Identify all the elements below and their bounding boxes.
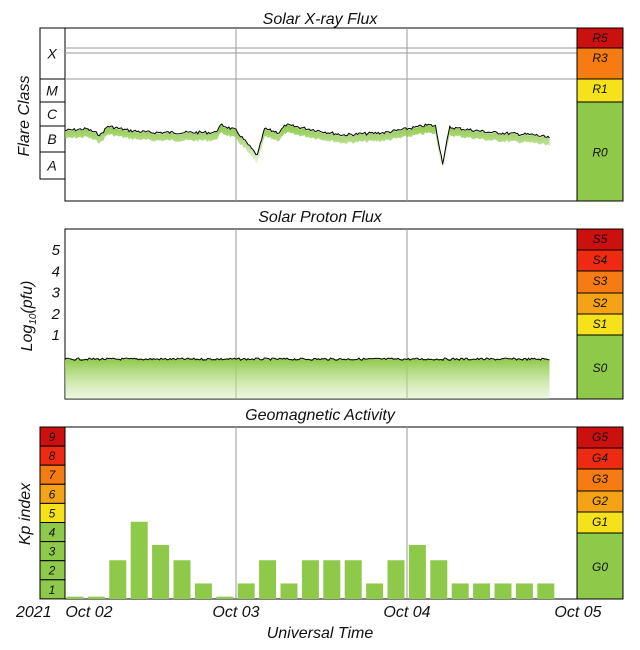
kp-bar <box>66 596 84 599</box>
x-tick-label: Oct 05 <box>554 604 601 621</box>
kp-level-label: 3 <box>49 545 56 559</box>
proton-title: Solar Proton Flux <box>258 209 383 226</box>
proton-flux-area <box>65 359 550 399</box>
kp-bar <box>194 583 212 599</box>
geomagnetic-storm-scale-label-g3: G3 <box>592 472 608 486</box>
kp-bar <box>430 560 448 599</box>
xray-class-box <box>39 27 66 180</box>
kp-bar <box>87 596 105 599</box>
geomagnetic-storm-scale-label-g1: G1 <box>592 515 608 529</box>
kp-level-label: 4 <box>49 526 56 540</box>
kp-bar <box>537 583 555 599</box>
geomagnetic-storm-scale-cell-g0 <box>576 532 624 600</box>
kp-bar <box>152 544 170 599</box>
kp-bar <box>494 583 512 599</box>
x-tick-label: Oct 02 <box>65 604 112 621</box>
kp-bar <box>344 560 362 599</box>
kp-bar <box>408 544 426 599</box>
xray-plot-frame <box>64 27 578 202</box>
x-tick-label: Oct 04 <box>383 604 430 621</box>
kp-bar <box>301 560 319 599</box>
proton-tick-label: 4 <box>52 263 60 280</box>
geomag-title: Geomagnetic Activity <box>245 407 396 424</box>
kp-bar <box>237 583 255 599</box>
radio-blackout-scale-label-r1: R1 <box>592 82 607 96</box>
flare-class-label: X <box>46 46 57 62</box>
x-tick-label: Oct 03 <box>212 604 259 621</box>
kp-bar <box>130 521 148 599</box>
radiation-storm-scale-label-s4: S4 <box>593 253 608 267</box>
flare-class-label: M <box>46 83 58 99</box>
kp-level-label: 6 <box>49 487 56 501</box>
kp-bar <box>387 560 405 599</box>
geomagnetic-storm-scale-label-g2: G2 <box>592 494 608 508</box>
kp-bar <box>216 596 234 599</box>
flare-class-label: B <box>47 131 56 147</box>
geomag-panel: Geomagnetic Activity Kp index 987654321 … <box>17 407 624 600</box>
kp-level-label: 8 <box>49 449 56 463</box>
radiation-storm-scale-cell-s0 <box>576 334 624 400</box>
xray-flux-area <box>65 125 550 173</box>
kp-bar <box>451 583 469 599</box>
x-year-label: 2021 <box>15 604 52 621</box>
radiation-storm-scale-label-s3: S3 <box>593 274 608 288</box>
proton-tick-label: 1 <box>52 327 60 344</box>
flare-class-label: A <box>46 158 56 174</box>
proton-ylabel-rest: (pfu) <box>19 281 36 314</box>
proton-tick-label: 2 <box>51 306 61 323</box>
radiation-storm-scale-label-s5: S5 <box>593 232 608 246</box>
time-axis: 2021 Oct 02 Oct 03 Oct 04 Oct 05 Universal … <box>15 604 602 642</box>
geomagnetic-storm-scale-label-g5: G5 <box>592 430 608 444</box>
proton-tick-label: 3 <box>52 285 61 302</box>
xray-flux-line <box>64 123 550 165</box>
kp-bar <box>109 560 127 599</box>
geomag-plot-frame <box>64 426 578 600</box>
proton-ylabel-main: Log <box>19 325 36 352</box>
kp-level-label: 9 <box>49 430 56 444</box>
proton-flux-line <box>64 357 550 362</box>
proton-ylabel-sub: 10 <box>28 313 39 325</box>
radiation-storm-scale-label-s0: S0 <box>593 361 608 375</box>
flare-class-label: C <box>47 106 58 122</box>
kp-level-label: 5 <box>49 506 56 520</box>
kp-level-label: 7 <box>49 468 57 482</box>
geomag-ylabel: Kp index <box>17 482 34 545</box>
proton-ylabel: Log10(pfu) <box>19 281 39 352</box>
kp-bar <box>259 560 277 599</box>
x-axis-title: Universal Time <box>267 625 374 642</box>
xray-ylabel: Flare Class <box>16 76 33 157</box>
radiation-storm-scale-label-s2: S2 <box>593 296 608 310</box>
kp-bar <box>515 583 533 599</box>
radio-blackout-scale-label-r0: R0 <box>592 146 608 160</box>
kp-bar <box>173 560 191 599</box>
kp-bar <box>280 583 298 599</box>
proton-tick-label: 5 <box>52 242 61 259</box>
kp-bar <box>323 560 341 599</box>
kp-bar <box>473 583 491 599</box>
kp-bar <box>366 583 384 599</box>
radio-blackout-scale-label-r3: R3 <box>592 51 608 65</box>
proton-panel: Solar Proton Flux Log10(pfu) 5 4 3 2 1 S5 S4 S… <box>19 209 624 400</box>
geomagnetic-storm-scale-label-g4: G4 <box>592 451 608 465</box>
geomagnetic-storm-scale-label-g0: G0 <box>592 560 608 574</box>
radiation-storm-scale-label-s1: S1 <box>593 317 608 331</box>
kp-level-label: 2 <box>48 564 56 578</box>
xray-title: Solar X-ray Flux <box>263 11 379 28</box>
radio-blackout-scale-cell-r0 <box>576 101 624 202</box>
radio-blackout-scale-label-r5: R5 <box>592 31 608 45</box>
kp-level-label: 1 <box>49 583 56 597</box>
